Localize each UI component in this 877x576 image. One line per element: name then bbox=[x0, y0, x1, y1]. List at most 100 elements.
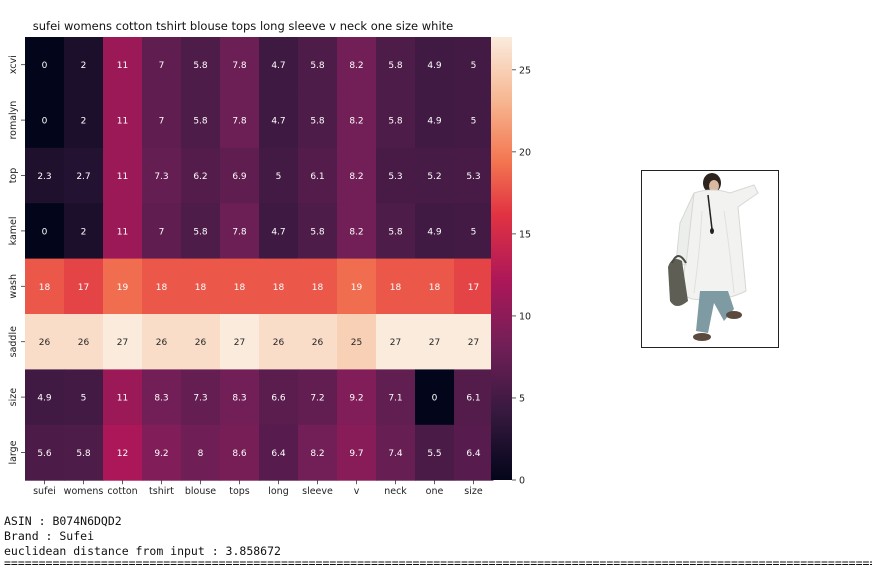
heatmap-cell-label: 5.8 bbox=[310, 227, 325, 237]
heatmap-cell bbox=[454, 147, 494, 204]
heatmap-cell bbox=[376, 37, 416, 93]
x-tick-label: v bbox=[354, 486, 360, 497]
heatmap-cell bbox=[103, 369, 143, 426]
heatmap-cell-label: 7 bbox=[159, 227, 165, 237]
colorbar-tick-label: 20 bbox=[519, 147, 531, 158]
heatmap-cell bbox=[298, 92, 338, 149]
heatmap-cell bbox=[337, 147, 377, 204]
heatmap-cell bbox=[337, 369, 377, 426]
heatmap-cell-label: 6.4 bbox=[271, 449, 286, 459]
heatmap-cell bbox=[298, 424, 338, 481]
heatmap-cell bbox=[64, 369, 104, 426]
heatmap-cell-label: 8.2 bbox=[310, 449, 324, 459]
heatmap-cell bbox=[181, 37, 221, 93]
heatmap-cell-label: 5 bbox=[276, 172, 282, 182]
heatmap-cell-label: 5 bbox=[81, 394, 87, 404]
x-axis-labels: sufei womens cotton tshirt blouse tops long sle… bbox=[33, 480, 483, 497]
brand-text: Brand : Sufei bbox=[4, 529, 95, 543]
heatmap-cell-label: 5 bbox=[471, 227, 477, 237]
heatmap-cell bbox=[142, 37, 182, 93]
heatmap-cell bbox=[103, 37, 143, 93]
heatmap-cell-label: 26 bbox=[195, 338, 207, 348]
product-photo-icon bbox=[668, 173, 759, 341]
heatmap-cell-label: 6.4 bbox=[466, 449, 481, 459]
heatmap-cell-label: 18 bbox=[273, 283, 285, 293]
heatmap-cell-label: 11 bbox=[117, 394, 128, 404]
heatmap-cell-label: 4.9 bbox=[427, 61, 442, 71]
heatmap-cell bbox=[337, 37, 377, 93]
heatmap-cell-label: 2.7 bbox=[76, 172, 90, 182]
heatmap-cell-label: 11 bbox=[117, 172, 128, 182]
heatmap-cell bbox=[25, 37, 65, 93]
heatmap-cell-label: 26 bbox=[39, 338, 51, 348]
heatmap-cell-label: 6.9 bbox=[232, 172, 247, 182]
heatmap-cell bbox=[259, 369, 299, 426]
heatmap-cell bbox=[25, 424, 65, 481]
heatmap-cell-label: 0 bbox=[42, 117, 48, 127]
heatmap-cell-label: 17 bbox=[78, 283, 89, 293]
heatmap-cell bbox=[142, 314, 182, 370]
heatmap-cell-label: 2.3 bbox=[37, 172, 51, 182]
heatmap-cell bbox=[181, 92, 221, 149]
heatmap-cell bbox=[259, 37, 299, 93]
chart-title: sufei womens cotton tshirt blouse tops l… bbox=[33, 19, 453, 33]
heatmap-cell bbox=[25, 258, 65, 315]
heatmap-cell bbox=[103, 314, 143, 370]
heatmap-cell bbox=[259, 92, 299, 149]
heatmap-cell-label: 18 bbox=[195, 283, 207, 293]
y-tick-label: large bbox=[8, 440, 19, 464]
heatmap-cell bbox=[142, 92, 182, 149]
x-tick-label: cotton bbox=[107, 486, 137, 497]
heatmap-cell-label: 5 bbox=[471, 61, 477, 71]
heatmap-cell bbox=[181, 314, 221, 370]
heatmap-cell-label: 17 bbox=[468, 283, 479, 293]
heatmap-cell-label: 4.7 bbox=[271, 61, 285, 71]
heatmap-cell-label: 18 bbox=[234, 283, 246, 293]
heatmap-cell bbox=[454, 37, 494, 93]
heatmap-cell-label: 27 bbox=[390, 338, 401, 348]
heatmap-cell-label: 0 bbox=[432, 394, 438, 404]
heatmap-cell-label: 5.8 bbox=[193, 61, 208, 71]
heatmap-cell bbox=[376, 92, 416, 149]
heatmap-cell-label: 26 bbox=[312, 338, 324, 348]
heatmap-cell-label: 11 bbox=[117, 117, 128, 127]
heatmap-cell bbox=[415, 314, 455, 370]
heatmap-cell bbox=[25, 147, 65, 204]
heatmap-cell bbox=[220, 369, 260, 426]
heatmap-cell-label: 5.8 bbox=[193, 117, 208, 127]
heatmap-cell-label: 26 bbox=[273, 338, 285, 348]
heatmap-cell-label: 27 bbox=[117, 338, 128, 348]
x-tick-label: blouse bbox=[185, 486, 216, 497]
x-tick-label: tshirt bbox=[149, 486, 174, 497]
heatmap-cell-label: 27 bbox=[234, 338, 245, 348]
y-tick-label: kamel bbox=[8, 216, 19, 245]
heatmap-cell-label: 5.8 bbox=[388, 117, 403, 127]
heatmap-cell bbox=[415, 369, 455, 426]
heatmap-cell bbox=[64, 424, 104, 481]
heatmap-cell bbox=[337, 424, 377, 481]
heatmap-cell-label: 8.2 bbox=[349, 227, 363, 237]
heatmap-cell bbox=[376, 424, 416, 481]
heatmap-cell-label: 5.5 bbox=[427, 449, 441, 459]
x-tick-label: sleeve bbox=[302, 486, 333, 497]
heatmap-cell bbox=[298, 203, 338, 260]
colorbar-tick-label: 25 bbox=[519, 65, 531, 76]
heatmap-cell bbox=[25, 92, 65, 149]
y-tick-label: top bbox=[8, 168, 19, 184]
heatmap-cell bbox=[259, 203, 299, 260]
heatmap-cell-label: 19 bbox=[351, 283, 363, 293]
heatmap-cell-label: 7.8 bbox=[232, 61, 247, 71]
heatmap-cell bbox=[142, 147, 182, 204]
heatmap-cell bbox=[103, 203, 143, 260]
y-tick-label: saddle bbox=[8, 326, 19, 357]
heatmap-cell bbox=[103, 258, 143, 315]
heatmap-cell bbox=[298, 314, 338, 370]
heatmap-cell bbox=[220, 37, 260, 93]
x-tick-label: neck bbox=[384, 486, 407, 497]
heatmap-cell bbox=[142, 424, 182, 481]
heatmap-cell bbox=[220, 314, 260, 370]
heatmap-cell bbox=[376, 369, 416, 426]
heatmap-cell bbox=[454, 424, 494, 481]
heatmap-cell-label: 26 bbox=[78, 338, 90, 348]
heatmap-cell-label: 4.7 bbox=[271, 117, 285, 127]
